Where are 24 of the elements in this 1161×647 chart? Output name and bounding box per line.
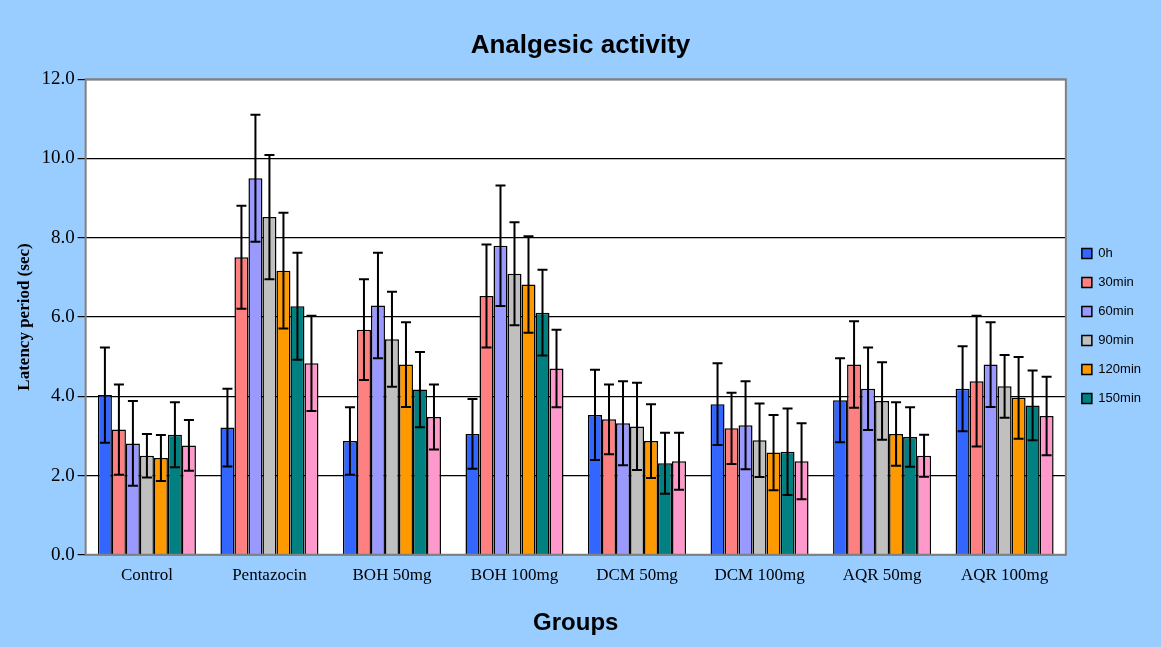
- x-tick-label: Control: [120, 565, 174, 585]
- x-tick-label: DCM 100mg: [714, 565, 806, 585]
- x-tick-label: AQR 50mg: [842, 565, 922, 585]
- y-axis-title: Latency period (sec): [13, 243, 33, 391]
- legend-label: 30min: [1098, 274, 1134, 290]
- x-axis-title: Groups: [533, 608, 619, 636]
- y-tick-label: 12.0: [41, 67, 75, 89]
- y-tick-label: 8.0: [50, 225, 75, 247]
- legend-label: 60min: [1098, 303, 1134, 319]
- legend-label: 0h: [1098, 245, 1113, 261]
- y-tick-label: 6.0: [50, 304, 75, 326]
- x-tick-label: DCM 50mg: [596, 565, 679, 585]
- legend-label: 150min: [1098, 390, 1141, 406]
- legend-label: 120min: [1098, 361, 1141, 377]
- x-tick-label: Pentazocin: [232, 565, 308, 585]
- legend-label: 90min: [1098, 332, 1134, 348]
- y-tick-label: 4.0: [50, 384, 75, 406]
- x-tick-label: BOH 50mg: [352, 565, 432, 585]
- y-tick-label: 0.0: [50, 542, 75, 564]
- y-tick-label: 2.0: [50, 463, 75, 485]
- x-tick-label: AQR 100mg: [960, 565, 1049, 585]
- x-tick-label: BOH 100mg: [470, 565, 559, 585]
- chart-title: Analgesic activity: [470, 28, 691, 59]
- y-tick-label: 10.0: [41, 146, 75, 168]
